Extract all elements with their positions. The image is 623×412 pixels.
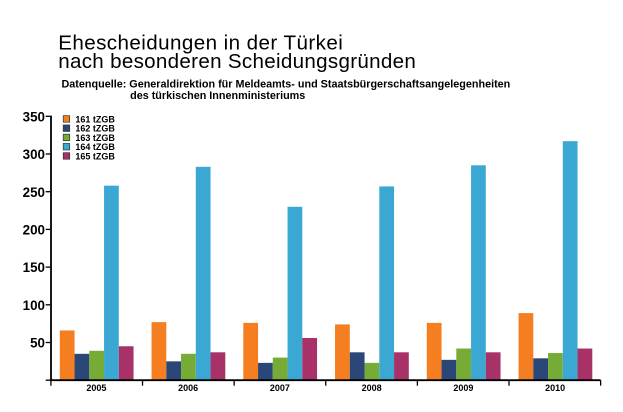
svg-text:150: 150 bbox=[23, 260, 45, 275]
svg-text:des türkischen Innenministeriu: des türkischen Innenministeriums bbox=[130, 90, 305, 102]
svg-text:2007: 2007 bbox=[270, 383, 290, 393]
svg-text:300: 300 bbox=[23, 147, 45, 162]
svg-text:162 tZGB: 162 tZGB bbox=[75, 124, 115, 134]
svg-text:200: 200 bbox=[23, 223, 45, 238]
svg-text:2010: 2010 bbox=[545, 383, 565, 393]
svg-text:163 tZGB: 163 tZGB bbox=[75, 133, 115, 143]
svg-text:Ehescheidungen in der Türkei: Ehescheidungen in der Türkei bbox=[58, 32, 343, 55]
svg-text:164 tZGB: 164 tZGB bbox=[75, 142, 115, 152]
svg-text:nach besonderen Scheidungsgrün: nach besonderen Scheidungsgründen bbox=[58, 50, 416, 73]
svg-text:2008: 2008 bbox=[362, 383, 382, 393]
svg-text:2009: 2009 bbox=[453, 383, 473, 393]
svg-text:2005: 2005 bbox=[86, 383, 106, 393]
svg-text:250: 250 bbox=[23, 185, 45, 200]
svg-text:165 tZGB: 165 tZGB bbox=[75, 151, 115, 161]
svg-text:2006: 2006 bbox=[178, 383, 198, 393]
svg-text:50: 50 bbox=[30, 336, 45, 351]
svg-text:161 tZGB: 161 tZGB bbox=[75, 114, 115, 124]
svg-text:Datenquelle: Generaldirektion: Datenquelle: Generaldirektion für Meldea… bbox=[62, 78, 511, 90]
svg-text:350: 350 bbox=[23, 109, 45, 124]
svg-text:100: 100 bbox=[23, 298, 45, 313]
